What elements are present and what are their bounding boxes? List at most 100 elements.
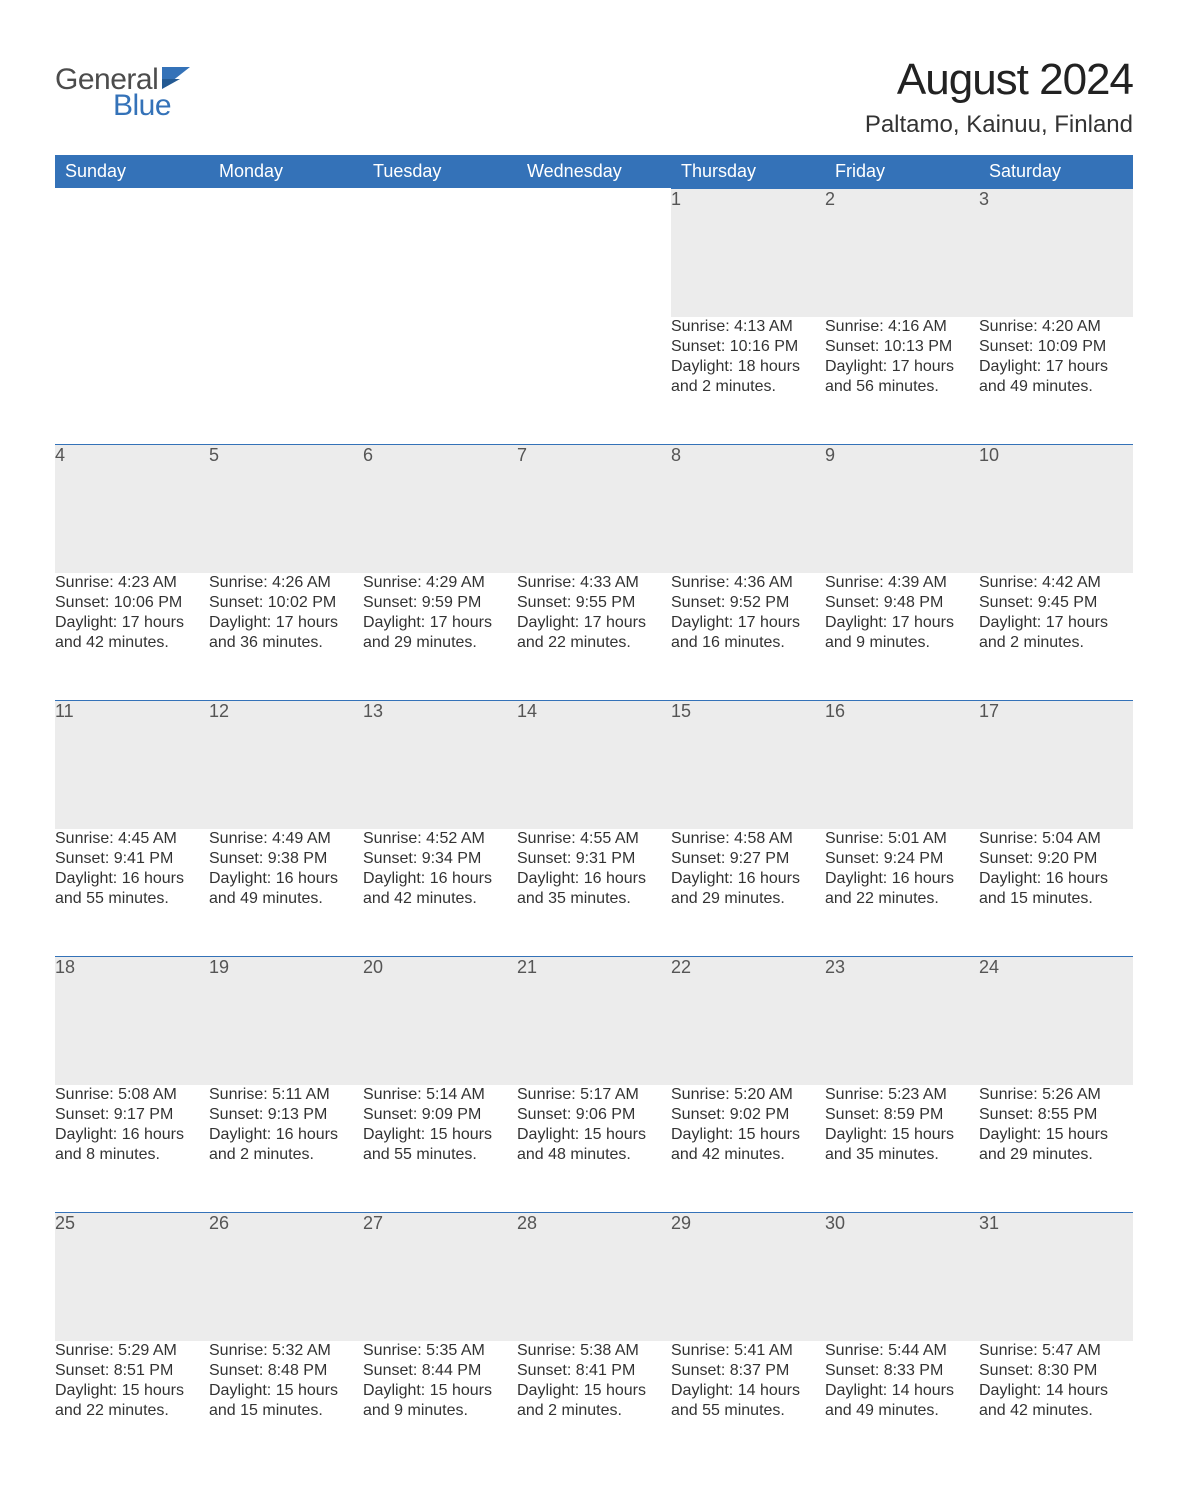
sunset-line: Sunset: 8:48 PM [209,1361,363,1381]
day-content-cell: Sunrise: 4:42 AMSunset: 9:45 PMDaylight:… [979,573,1133,701]
sunrise-line: Sunrise: 4:45 AM [55,829,209,849]
sunset-line: Sunset: 9:27 PM [671,849,825,869]
day-content-cell: Sunrise: 4:26 AMSunset: 10:02 PMDaylight… [209,573,363,701]
daylight-line: Daylight: 15 hours and 22 minutes. [55,1381,209,1421]
day-content-cell: Sunrise: 5:26 AMSunset: 8:55 PMDaylight:… [979,1085,1133,1213]
daylight-line: Daylight: 15 hours and 9 minutes. [363,1381,517,1421]
day-content-cell: Sunrise: 5:41 AMSunset: 8:37 PMDaylight:… [671,1341,825,1469]
daylight-line: Daylight: 16 hours and 35 minutes. [517,869,671,909]
day-number-cell: 29 [671,1213,825,1341]
logo: General Blue [55,55,194,123]
weekday-header-row: Sunday Monday Tuesday Wednesday Thursday… [55,155,1133,189]
daylight-line: Daylight: 17 hours and 2 minutes. [979,613,1133,653]
day-content-cell: Sunrise: 4:23 AMSunset: 10:06 PMDaylight… [55,573,209,701]
day-number-cell: 10 [979,445,1133,573]
sunrise-line: Sunrise: 5:29 AM [55,1341,209,1361]
day-content-cell: Sunrise: 4:52 AMSunset: 9:34 PMDaylight:… [363,829,517,957]
day-content-row: Sunrise: 5:08 AMSunset: 9:17 PM Daylight:… [55,1085,1133,1213]
daylight-line: Daylight: 17 hours and 16 minutes. [671,613,825,653]
sunrise-line: Sunrise: 4:16 AM [825,317,979,337]
day-number-cell: 17 [979,701,1133,829]
page-title: August 2024 [865,55,1133,105]
day-content-cell: Sunrise: 5:32 AMSunset: 8:48 PMDaylight:… [209,1341,363,1469]
sunset-line: Sunset: 8:44 PM [363,1361,517,1381]
sunset-line: Sunset: 10:02 PM [209,593,363,613]
day-content-cell: Sunrise: 4:13 AMSunset: 10:16 PMDaylight… [671,317,825,445]
daylight-line: Daylight: 15 hours and 35 minutes. [825,1125,979,1165]
day-content-cell: Sunrise: 5:14 AMSunset: 9:09 PMDaylight:… [363,1085,517,1213]
day-number-row: 123 [55,189,1133,317]
day-content-cell: Sunrise: 5:23 AMSunset: 8:59 PMDaylight:… [825,1085,979,1213]
calendar-table: Sunday Monday Tuesday Wednesday Thursday… [55,155,1133,1469]
day-number-cell: 5 [209,445,363,573]
sunrise-line: Sunrise: 5:17 AM [517,1085,671,1105]
sunset-line: Sunset: 8:41 PM [517,1361,671,1381]
day-number-cell: 11 [55,701,209,829]
day-content-cell: Sunrise: 5:47 AMSunset: 8:30 PMDaylight:… [979,1341,1133,1469]
day-content-cell: Sunrise: 5:20 AMSunset: 9:02 PMDaylight:… [671,1085,825,1213]
sunset-line: Sunset: 9:02 PM [671,1105,825,1125]
sunset-line: Sunset: 9:17 PM [55,1105,209,1125]
daylight-line: Daylight: 15 hours and 55 minutes. [363,1125,517,1165]
sunset-line: Sunset: 9:45 PM [979,593,1133,613]
day-number-cell: 26 [209,1213,363,1341]
day-number-cell: 6 [363,445,517,573]
sunrise-line: Sunrise: 5:08 AM [55,1085,209,1105]
day-content-cell: Sunrise: 4:49 AMSunset: 9:38 PMDaylight:… [209,829,363,957]
day-number-cell: 31 [979,1213,1133,1341]
day-number-cell: 27 [363,1213,517,1341]
sunrise-line: Sunrise: 4:42 AM [979,573,1133,593]
title-block: August 2024 Paltamo, Kainuu, Finland [865,55,1133,139]
sunset-line: Sunset: 9:38 PM [209,849,363,869]
day-number-row: 45678910 [55,445,1133,573]
weekday-header: Sunday [55,155,209,189]
weekday-header: Tuesday [363,155,517,189]
sunrise-line: Sunrise: 5:04 AM [979,829,1133,849]
sunset-line: Sunset: 9:24 PM [825,849,979,869]
day-number-cell: 1 [671,189,825,317]
day-number-cell: 14 [517,701,671,829]
daylight-line: Daylight: 15 hours and 48 minutes. [517,1125,671,1165]
daylight-line: Daylight: 16 hours and 42 minutes. [363,869,517,909]
sunset-line: Sunset: 8:37 PM [671,1361,825,1381]
daylight-line: Daylight: 16 hours and 49 minutes. [209,869,363,909]
sunrise-line: Sunrise: 4:23 AM [55,573,209,593]
day-content-cell: Sunrise: 5:35 AMSunset: 8:44 PMDaylight:… [363,1341,517,1469]
day-content-cell [517,317,671,445]
sunset-line: Sunset: 9:52 PM [671,593,825,613]
day-number-cell: 16 [825,701,979,829]
day-content-row: Sunrise: 5:29 AMSunset: 8:51 PMDaylight:… [55,1341,1133,1469]
sunset-line: Sunset: 9:09 PM [363,1105,517,1125]
sunrise-line: Sunrise: 4:58 AM [671,829,825,849]
daylight-line: Daylight: 17 hours and 29 minutes. [363,613,517,653]
day-number-cell: 3 [979,189,1133,317]
weekday-header: Thursday [671,155,825,189]
day-number-cell: 2 [825,189,979,317]
daylight-line: Daylight: 17 hours and 36 minutes. [209,613,363,653]
sunrise-line: Sunrise: 5:35 AM [363,1341,517,1361]
daylight-line: Daylight: 16 hours and 29 minutes. [671,869,825,909]
sunrise-line: Sunrise: 5:14 AM [363,1085,517,1105]
sunrise-line: Sunrise: 5:32 AM [209,1341,363,1361]
day-content-cell: Sunrise: 4:33 AMSunset: 9:55 PMDaylight:… [517,573,671,701]
weekday-header: Friday [825,155,979,189]
sunset-line: Sunset: 8:33 PM [825,1361,979,1381]
day-content-cell: Sunrise: 5:38 AMSunset: 8:41 PMDaylight:… [517,1341,671,1469]
daylight-line: Daylight: 16 hours and 15 minutes. [979,869,1133,909]
sunrise-line: Sunrise: 4:29 AM [363,573,517,593]
sunset-line: Sunset: 9:20 PM [979,849,1133,869]
day-content-cell: Sunrise: 4:29 AMSunset: 9:59 PMDaylight:… [363,573,517,701]
day-number-cell: 13 [363,701,517,829]
day-number-row: 25262728293031 [55,1213,1133,1341]
day-content-cell: Sunrise: 5:17 AMSunset: 9:06 PMDaylight:… [517,1085,671,1213]
page-header: General Blue August 2024 Paltamo, Kainuu… [55,55,1133,139]
daylight-line: Daylight: 15 hours and 15 minutes. [209,1381,363,1421]
sunrise-line: Sunrise: 4:26 AM [209,573,363,593]
day-number-cell [517,189,671,317]
sunset-line: Sunset: 9:48 PM [825,593,979,613]
daylight-line: Daylight: 14 hours and 42 minutes. [979,1381,1133,1421]
sunset-line: Sunset: 9:34 PM [363,849,517,869]
sunrise-line: Sunrise: 5:01 AM [825,829,979,849]
day-content-cell: Sunrise: 4:20 AMSunset: 10:09 PMDaylight… [979,317,1133,445]
day-number-cell: 19 [209,957,363,1085]
